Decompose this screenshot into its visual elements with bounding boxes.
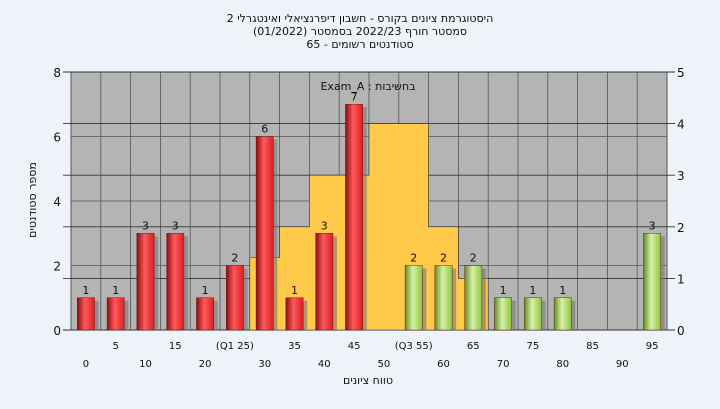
x-tick-label: 10 — [139, 359, 152, 370]
x-tick-label: 60 — [437, 359, 450, 370]
bar — [404, 265, 423, 331]
bar — [643, 233, 661, 331]
x-tick-label: 95 — [646, 341, 659, 352]
x-tick-label: 15 — [169, 341, 182, 352]
bar-value-label: 6 — [261, 123, 268, 136]
x-tick-label: 65 — [467, 341, 480, 352]
x-tick-label: 0 — [83, 359, 89, 370]
y2-tick-label: 5 — [677, 66, 685, 80]
y-tick-label: 8 — [53, 66, 61, 80]
x-tick-label: 20 — [199, 359, 212, 370]
y2-tick-label: 2 — [677, 221, 685, 235]
bar-value-label: 1 — [202, 284, 209, 297]
y-tick-label: 6 — [53, 131, 61, 145]
bar — [315, 233, 334, 331]
bar-value-label: 2 — [470, 252, 477, 265]
bar-value-label: 2 — [440, 252, 447, 265]
x-tick-label: 45 — [348, 341, 361, 352]
bar-value-label: 3 — [321, 219, 328, 232]
bar-value-label: 1 — [291, 284, 298, 297]
bar — [345, 104, 363, 331]
chart-annotation: Exam_A : בחשיבות — [320, 80, 415, 93]
bar-value-label: 1 — [559, 284, 566, 297]
y-tick-label: 0 — [53, 324, 61, 338]
bar-value-label: 3 — [142, 219, 149, 232]
x-tick-label: 90 — [616, 359, 629, 370]
bar-value-label: 1 — [529, 284, 536, 297]
bar — [166, 233, 185, 331]
chart-subtitle-2: סטודנטים רשומים - 65 — [306, 38, 413, 51]
bar-value-label: 2 — [410, 252, 417, 265]
bar — [553, 297, 572, 331]
y2-tick-label: 1 — [677, 272, 685, 286]
bar — [524, 297, 542, 331]
x-tick-label: (Q3 55) — [395, 341, 433, 352]
x-tick-label: 40 — [318, 359, 331, 370]
y-tick-label: 4 — [53, 195, 61, 209]
x-tick-label: 80 — [556, 359, 569, 370]
x-tick-label: 50 — [378, 359, 391, 370]
bar — [77, 297, 95, 331]
bar — [434, 265, 453, 331]
x-tick-label: 70 — [497, 359, 510, 370]
bar-value-label: 1 — [112, 284, 119, 297]
bar — [226, 265, 244, 331]
y2-tick-label: 0 — [677, 324, 685, 338]
bar — [464, 265, 483, 331]
chart-title: היסטוגרמת ציונים בקורס - חשבון דיפרנציאל… — [227, 12, 494, 25]
bar-value-label: 1 — [500, 284, 507, 297]
bar — [196, 297, 214, 331]
x-tick-label: 5 — [113, 341, 119, 352]
x-tick-label: 85 — [586, 341, 599, 352]
bar — [285, 297, 304, 331]
y-axis-label: מספר סטודנטים — [26, 162, 39, 238]
x-tick-label: 30 — [258, 359, 271, 370]
bar — [494, 297, 512, 331]
chart-subtitle-1: (01/2022) סמסטר חורף 2022/23 בסמסטר — [253, 25, 467, 38]
x-tick-label: 35 — [288, 341, 301, 352]
y2-tick-label: 3 — [677, 169, 685, 183]
y2-tick-label: 4 — [677, 118, 685, 132]
bar — [136, 233, 155, 331]
bar-value-label: 3 — [649, 219, 656, 232]
y-tick-label: 2 — [53, 260, 61, 274]
bar — [255, 136, 274, 331]
bar — [106, 297, 125, 331]
x-tick-label: 75 — [527, 341, 540, 352]
bar-value-label: 7 — [351, 90, 358, 103]
bar-value-label: 3 — [172, 219, 179, 232]
bar-value-label: 1 — [82, 284, 89, 297]
bar-value-label: 2 — [231, 252, 238, 265]
x-axis-label: טווח ציונים — [343, 374, 393, 387]
x-tick-label: (Q1 25) — [216, 341, 254, 352]
